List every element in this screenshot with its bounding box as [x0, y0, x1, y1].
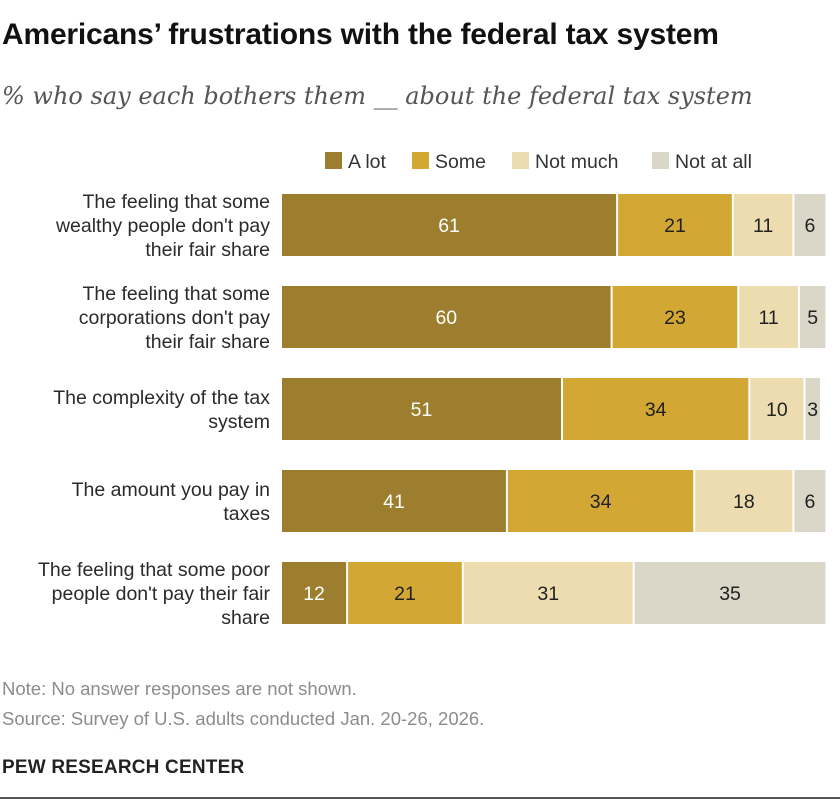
bar-segment-0-3 — [794, 194, 826, 256]
legend-swatch-0 — [325, 152, 342, 169]
bar-segment-0-2 — [733, 194, 793, 256]
value-label-1-0: 60 — [435, 307, 457, 329]
bar-segment-1-0 — [282, 286, 611, 348]
value-label-2-3: 3 — [807, 399, 818, 421]
value-label-3-2: 18 — [733, 491, 755, 513]
value-label-3-1: 34 — [590, 491, 612, 513]
legend-label-1: Some — [435, 151, 486, 173]
legend-swatch-1 — [412, 152, 429, 169]
chart-subtitle: % who say each bothers them __ about the… — [2, 82, 753, 110]
category-label-line: wealthy people don't pay — [55, 215, 270, 237]
value-label-1-1: 23 — [664, 307, 686, 329]
category-label-line: people don't pay their fair — [52, 583, 271, 605]
bar-segment-2-1 — [563, 378, 749, 440]
value-label-3-3: 6 — [805, 491, 816, 513]
bar-segment-4-3 — [634, 562, 826, 624]
value-label-2-1: 34 — [645, 399, 667, 421]
legend-swatch-2 — [512, 152, 529, 169]
category-label-2: The complexity of the tax system — [53, 387, 270, 433]
value-label-0-0: 61 — [438, 215, 460, 237]
category-label-line: The complexity of the tax — [53, 387, 270, 409]
value-label-0-2: 11 — [753, 215, 773, 237]
chart-title: Americans’ frustrations with the federal… — [2, 18, 719, 51]
bar-segment-3-2 — [695, 470, 793, 532]
value-label-4-1: 21 — [394, 583, 416, 605]
source-text: Source: Survey of U.S. adults conducted … — [2, 708, 485, 729]
bar-segment-1-1 — [612, 286, 738, 348]
brand-logo-text: PEW RESEARCH CENTER — [2, 757, 245, 778]
bar-segment-4-0 — [282, 562, 347, 624]
value-label-0-1: 21 — [664, 215, 686, 237]
category-label-line: The amount you pay in — [72, 479, 270, 501]
category-label-1: The feeling that some corporations don't … — [79, 283, 271, 353]
value-label-1-2: 11 — [759, 307, 779, 329]
category-label-line: taxes — [223, 503, 270, 525]
category-label-4: The feeling that some poor people don't p… — [38, 559, 270, 629]
category-label-line: The feeling that some — [82, 191, 270, 213]
legend: A lot Some Not much Not at all — [325, 151, 752, 173]
bar-segment-0-0 — [282, 194, 617, 256]
bar-segment-4-1 — [348, 562, 462, 624]
bar-segment-0-1 — [618, 194, 732, 256]
legend-label-0: A lot — [348, 151, 387, 173]
category-label-line: their fair share — [145, 239, 270, 261]
legend-label-3: Not at all — [675, 151, 752, 173]
value-label-4-3: 35 — [719, 583, 741, 605]
bars: 61 21 11 6 60 23 11 5 51 34 10 3 41 34 18 6 12 21 31 35 — [282, 194, 826, 624]
category-label-line: their fair share — [145, 331, 270, 353]
bar-segment-4-2 — [463, 562, 633, 624]
stacked-bar-chart: A lot Some Not much Not at all The feeling … — [38, 151, 826, 629]
bar-segment-3-0 — [282, 470, 506, 532]
value-label-1-3: 5 — [807, 307, 818, 329]
legend-swatch-3 — [652, 152, 669, 169]
bar-segment-1-2 — [739, 286, 798, 348]
bar-segment-3-3 — [794, 470, 826, 532]
bar-segment-2-3 — [805, 378, 820, 440]
value-label-4-0: 12 — [303, 583, 325, 605]
value-label-2-0: 51 — [411, 399, 433, 421]
note-text: Note: No answer responses are not shown. — [2, 678, 357, 699]
value-label-2-2: 10 — [766, 399, 788, 421]
footer-divider — [0, 797, 840, 799]
value-label-0-3: 6 — [805, 215, 816, 237]
category-label-3: The amount you pay in taxes — [72, 479, 271, 525]
category-label-line: system — [208, 411, 270, 433]
bar-segment-1-3 — [799, 286, 826, 348]
category-label-line: corporations don't pay — [79, 307, 271, 329]
value-label-4-2: 31 — [537, 583, 559, 605]
legend-label-2: Not much — [535, 151, 618, 173]
category-label-line: The feeling that some poor — [38, 559, 270, 581]
bar-segment-2-2 — [750, 378, 804, 440]
category-label-line: The feeling that some — [82, 283, 270, 305]
category-label-line: share — [221, 607, 270, 629]
bar-segment-2-0 — [282, 378, 562, 440]
category-label-0: The feeling that some wealthy people don'… — [55, 191, 270, 261]
value-label-3-0: 41 — [383, 491, 405, 513]
bar-segment-3-1 — [507, 470, 694, 532]
category-labels: The feeling that some wealthy people don'… — [38, 191, 270, 629]
